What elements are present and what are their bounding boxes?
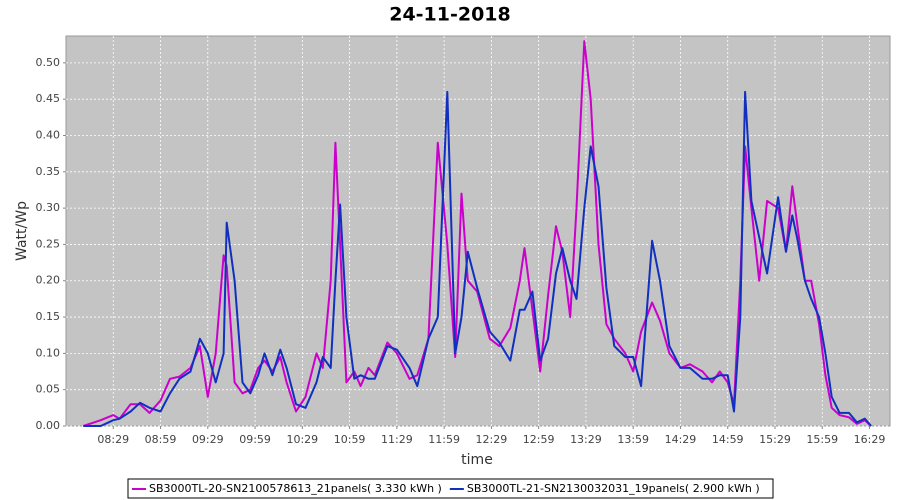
x-tick-label: 14:29	[665, 433, 697, 446]
y-tick-label: 0.05	[36, 383, 61, 396]
y-tick-label: 0.00	[36, 419, 61, 432]
y-tick-label: 0.10	[36, 346, 61, 359]
y-tick-label: 0.40	[36, 128, 61, 141]
series-line	[82, 40, 872, 427]
x-tick-label: 09:29	[192, 433, 224, 446]
x-tick-label: 12:29	[476, 433, 508, 446]
x-tick-label: 10:59	[334, 433, 366, 446]
plot-area	[65, 35, 891, 427]
y-tick-label: 0.20	[36, 274, 61, 287]
chart-title: 24-11-2018	[389, 4, 511, 26]
x-tick-label: 11:59	[428, 433, 460, 446]
x-tick-label: 13:59	[617, 433, 649, 446]
x-tick-label: 09:59	[239, 433, 271, 446]
x-tick-label: 16:29	[854, 433, 886, 446]
x-tick-label: 11:29	[381, 433, 413, 446]
legend-label: SB3000TL-20-SN2100578613_21panels( 3.330…	[149, 482, 442, 495]
legend-label: SB3000TL-21-SN2130032031_19panels( 2.900…	[467, 482, 760, 495]
x-tick-label: 14:59	[712, 433, 744, 446]
x-axis-title: time	[461, 452, 493, 468]
series-line	[83, 90, 872, 427]
x-tick-label: 13:29	[570, 433, 602, 446]
x-tick-label: 15:29	[759, 433, 791, 446]
y-axis-title: Watt/Wp	[14, 201, 30, 261]
x-tick-label: 10:29	[286, 433, 318, 446]
x-tick-label: 15:59	[806, 433, 838, 446]
y-tick-label: 0.15	[36, 310, 61, 323]
x-tick-label: 08:59	[145, 433, 177, 446]
y-tick-label: 0.25	[36, 237, 61, 250]
y-tick-label: 0.50	[36, 56, 61, 69]
y-tick-label: 0.35	[36, 165, 61, 178]
x-tick-label: 08:29	[97, 433, 129, 446]
x-tick-label: 12:59	[523, 433, 555, 446]
y-tick-label: 0.45	[36, 92, 61, 105]
y-tick-label: 0.30	[36, 201, 61, 214]
